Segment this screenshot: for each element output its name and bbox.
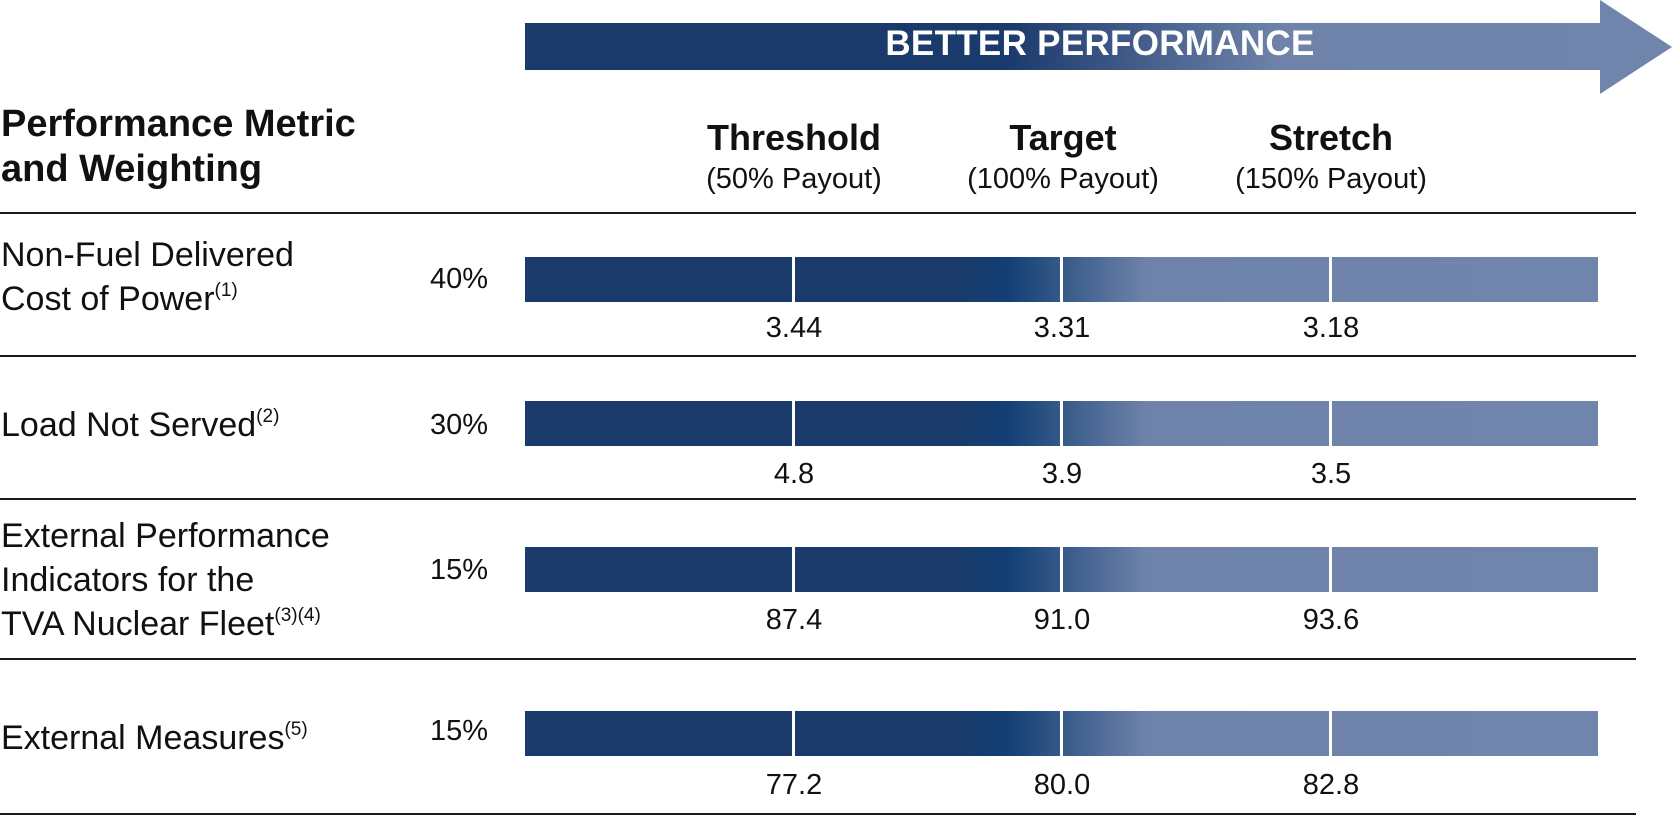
stretch-marker bbox=[1329, 711, 1332, 756]
threshold-marker bbox=[792, 401, 795, 446]
level-payout: (150% Payout) bbox=[1235, 163, 1427, 195]
level-name: Threshold bbox=[706, 117, 881, 158]
performance-bar bbox=[525, 257, 1598, 302]
target-value: 80.0 bbox=[1033, 769, 1091, 801]
row-divider bbox=[0, 355, 1636, 357]
level-name: Stretch bbox=[1268, 117, 1394, 158]
metric-name-nuclear-fleet: External Performance Indicators for the … bbox=[1, 517, 330, 643]
threshold-value: 77.2 bbox=[765, 769, 823, 801]
threshold-marker bbox=[792, 257, 795, 302]
bottom-rule bbox=[0, 813, 1636, 815]
stretch-marker bbox=[1329, 547, 1332, 592]
level-name: Target bbox=[1009, 117, 1117, 158]
metric-name-non-fuel-cost: Non-Fuel Delivered Cost of Power(1) bbox=[1, 236, 294, 318]
stretch-marker bbox=[1329, 401, 1332, 446]
metric-weight: 40% bbox=[430, 263, 489, 295]
threshold-value: 87.4 bbox=[765, 604, 823, 636]
stretch-marker bbox=[1329, 257, 1332, 302]
metric-name-external-measures: External Measures(5) bbox=[1, 719, 308, 757]
stretch-value: 3.18 bbox=[1302, 312, 1360, 344]
threshold-marker bbox=[792, 711, 795, 756]
level-target-header: Target (100% Payout) bbox=[943, 117, 1183, 196]
footnote-marker: (2) bbox=[256, 406, 280, 427]
footnote-marker: (1) bbox=[214, 280, 238, 301]
header-title-line2: and Weighting bbox=[1, 148, 263, 190]
metric-weight: 30% bbox=[430, 409, 489, 441]
metric-weight: 15% bbox=[430, 554, 489, 586]
stretch-value: 82.8 bbox=[1302, 769, 1360, 801]
performance-bar bbox=[525, 401, 1598, 446]
performance-bar bbox=[525, 547, 1598, 592]
performance-bar bbox=[525, 711, 1598, 756]
threshold-value: 3.44 bbox=[765, 312, 823, 344]
header-divider bbox=[0, 212, 1636, 214]
metric-name-load-not-served: Load Not Served(2) bbox=[1, 406, 280, 444]
footnote-marker: (5) bbox=[284, 719, 308, 740]
metric-weight: 15% bbox=[430, 715, 489, 747]
target-marker bbox=[1060, 401, 1063, 446]
target-value: 3.9 bbox=[1041, 458, 1083, 490]
level-payout: (100% Payout) bbox=[967, 163, 1159, 195]
header-title-line1: Performance Metric bbox=[1, 103, 356, 145]
level-stretch-header: Stretch (150% Payout) bbox=[1211, 117, 1451, 196]
threshold-marker bbox=[792, 547, 795, 592]
threshold-value: 4.8 bbox=[773, 458, 815, 490]
better-performance-arrow bbox=[525, 0, 1672, 94]
row-divider bbox=[0, 658, 1636, 660]
metric-column-header: Performance Metric and Weighting bbox=[1, 102, 356, 192]
stretch-value: 3.5 bbox=[1310, 458, 1352, 490]
level-threshold-header: Threshold (50% Payout) bbox=[674, 117, 914, 196]
target-marker bbox=[1060, 547, 1063, 592]
row-divider bbox=[0, 498, 1636, 500]
footnote-marker: (3)(4) bbox=[274, 605, 321, 626]
target-marker bbox=[1060, 257, 1063, 302]
target-value: 91.0 bbox=[1033, 604, 1091, 636]
level-payout: (50% Payout) bbox=[706, 163, 882, 195]
banner-label: BETTER PERFORMANCE bbox=[885, 24, 1315, 63]
target-marker bbox=[1060, 711, 1063, 756]
stretch-value: 93.6 bbox=[1302, 604, 1360, 636]
target-value: 3.31 bbox=[1033, 312, 1091, 344]
